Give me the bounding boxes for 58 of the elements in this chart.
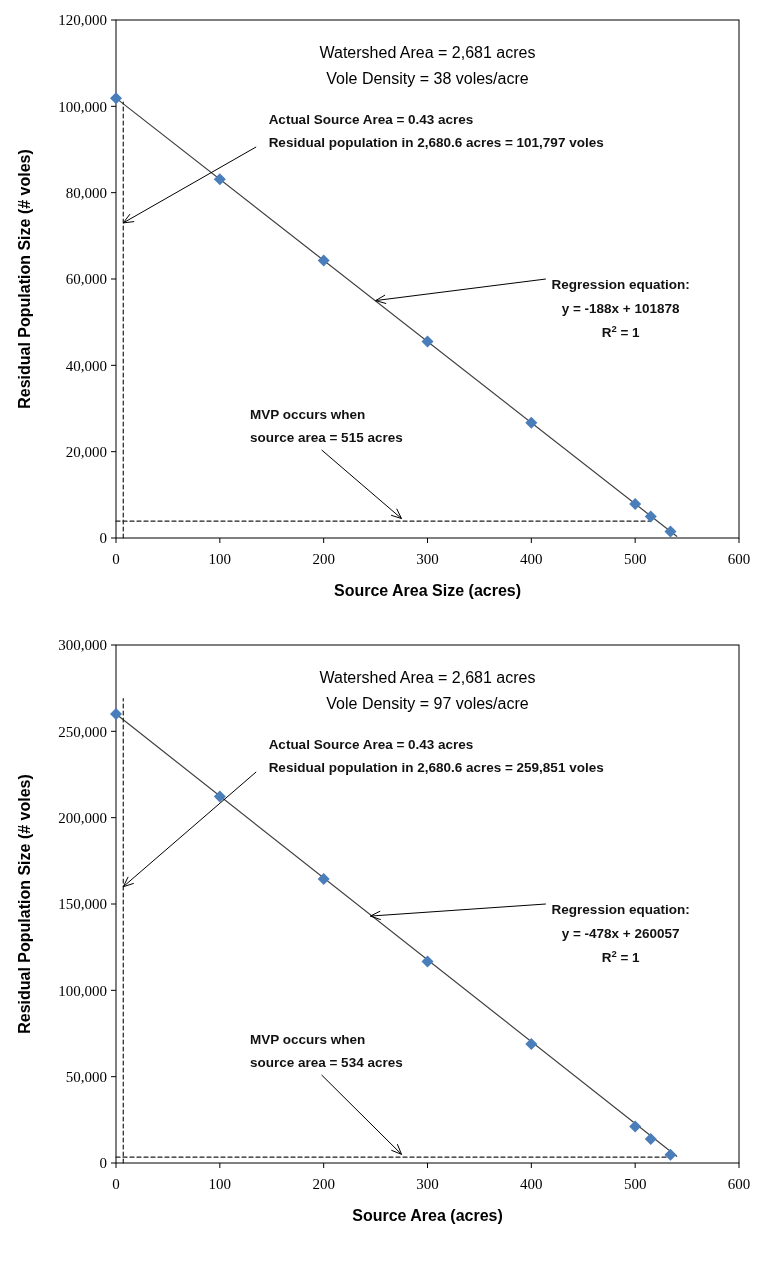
text: Vole Density = 38 voles/acre: [326, 70, 529, 87]
y-tick-label: 50,000: [65, 1068, 107, 1085]
point: [421, 335, 434, 348]
text: Vole Density = 97 voles/acre: [326, 695, 529, 712]
point: [317, 872, 330, 885]
y-tick-label: 300,000: [58, 637, 107, 654]
point: [421, 955, 434, 968]
y-tick-label: 0: [99, 1155, 107, 1172]
point: [629, 497, 642, 510]
x-tick-label: 500: [623, 551, 647, 567]
point: [629, 1120, 642, 1133]
annotation: Actual Source Area = 0.43 acres Residual population in 2,680.6 acres = 101,797 voles: [268, 111, 604, 151]
y-tick-label: 40,000: [65, 357, 107, 374]
x-tick-label: 500: [623, 1176, 647, 1192]
y-tick-label: 120,000: [58, 12, 107, 29]
x-tick-label: 0: [112, 1176, 120, 1192]
y-tick-label: 100,000: [58, 982, 107, 999]
annotation: Regression equation: y = -188x + 101878 R$^{2}$ = 1: [551, 277, 690, 340]
x-tick-label: 300: [416, 551, 439, 567]
x-tick-label: 400: [520, 551, 543, 567]
y-tick-label: 250,000: [58, 723, 107, 740]
y-tick-label: 100,000: [58, 98, 107, 115]
y-axis-title: Residual Population Size (# voles): [16, 774, 33, 1034]
x-tick-label: 600: [727, 551, 751, 567]
y-tick-label: 60,000: [65, 271, 107, 288]
point: [664, 1148, 677, 1161]
text: Watershed Area = 2,681 acres: [319, 44, 536, 61]
point: [664, 525, 677, 538]
x-tick-label: 0: [112, 551, 120, 567]
y-axis-title: Residual Population Size (# voles): [16, 149, 33, 409]
x-tick-label: 200: [312, 1176, 335, 1192]
x-tick-label: 600: [727, 1176, 751, 1192]
x-tick-label: 100: [208, 1176, 232, 1192]
point: [213, 173, 226, 186]
point: [525, 416, 538, 429]
y-tick-label: 20,000: [65, 443, 107, 460]
point: [525, 1038, 538, 1051]
point: [644, 1133, 657, 1145]
y-tick-label: 200,000: [58, 809, 107, 826]
annotation: Regression equation: y = -478x + 260057 R$^{2}$ = 1: [551, 902, 690, 965]
text: Watershed Area = 2,681 acres: [319, 669, 536, 686]
x-tick-label: 300: [416, 1176, 439, 1192]
point: [644, 510, 657, 523]
x-tick-label: 100: [208, 551, 232, 567]
x-tick-label: 200: [312, 551, 335, 567]
y-tick-label: 0: [99, 530, 107, 547]
point: [110, 708, 122, 721]
point: [110, 92, 122, 105]
x-tick-label: 400: [520, 1176, 543, 1192]
annotation: MVP occurs when source area = 534 acres: [249, 1031, 403, 1071]
x-axis-title: Source Area (acres): [352, 1207, 503, 1224]
point: [213, 790, 226, 803]
annotation: MVP occurs when source area = 515 acres: [249, 406, 403, 446]
y-tick-label: 150,000: [58, 896, 107, 913]
annotation: Actual Source Area = 0.43 acres Residual population in 2,680.6 acres = 259,851 voles: [268, 736, 604, 776]
x-axis-title: Source Area Size (acres): [333, 582, 522, 599]
y-tick-label: 80,000: [65, 184, 107, 201]
point: [317, 254, 330, 267]
